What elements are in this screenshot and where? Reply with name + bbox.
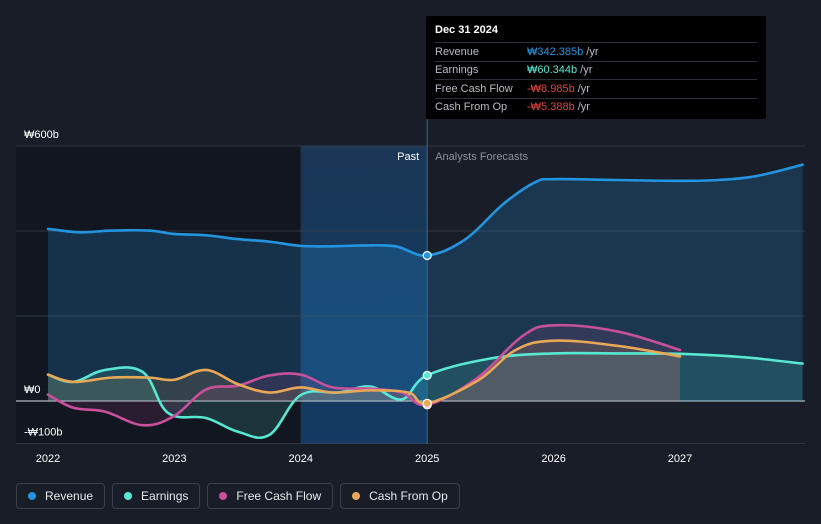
tooltip-unit: /yr xyxy=(580,64,593,77)
x-tick-label: 2022 xyxy=(36,453,60,465)
tooltip-value: ₩60.344b xyxy=(527,64,578,77)
series-area-free-cash-flow xyxy=(48,325,680,426)
x-tick-label: 2027 xyxy=(668,453,692,465)
x-axis-labels: 2022 2023 2024 2025 2026 2027 xyxy=(36,453,692,465)
tooltip-unit: /yr xyxy=(586,45,599,58)
data-tooltip: Dec 31 2024 Revenue ₩342.385b /yr Earnin… xyxy=(426,16,766,119)
value-markers xyxy=(422,250,432,410)
series-line-cash-from-op xyxy=(46,339,682,405)
legend-item-revenue[interactable]: Revenue xyxy=(16,483,106,509)
tooltip-unit: /yr xyxy=(577,101,590,114)
y-tick-label: ₩0 xyxy=(24,384,41,396)
chart-legend: Revenue Earnings Free Cash Flow Cash Fro… xyxy=(16,483,460,511)
legend-dot-icon xyxy=(352,492,361,500)
x-tick-label: 2023 xyxy=(162,453,186,465)
tooltip-row-earnings: Earnings ₩60.344b /yr xyxy=(435,60,757,80)
forecast-label: Analysts Forecasts xyxy=(435,151,528,163)
y-tick-label: ₩600b xyxy=(24,129,59,141)
tooltip-row-free-cash-flow: Free Cash Flow -₩8.985b /yr xyxy=(435,79,757,98)
legend-label: Cash From Op xyxy=(369,489,448,503)
legend-label: Earnings xyxy=(141,489,189,503)
series-lines xyxy=(46,163,804,439)
marker-earnings xyxy=(422,370,432,380)
tooltip-label: Earnings xyxy=(435,64,479,77)
x-tick-label: 2024 xyxy=(289,453,313,465)
legend-dot-icon xyxy=(124,492,133,500)
tooltip-unit: /yr xyxy=(577,82,590,95)
marker-revenue xyxy=(422,250,432,261)
marker-cash-from-op xyxy=(422,398,432,408)
tooltip-label: Free Cash Flow xyxy=(435,82,513,95)
past-shade xyxy=(16,146,300,444)
y-tick-label: -₩100b xyxy=(24,427,63,439)
tooltip-value: -₩8.985b xyxy=(527,82,575,95)
series-area-revenue xyxy=(48,164,803,401)
x-tick-label: 2025 xyxy=(415,453,439,465)
tooltip-row-cash-from-op: Cash From Op -₩5.388b /yr xyxy=(435,97,757,117)
x-tick-label: 2026 xyxy=(541,453,565,465)
tooltip-row-revenue: Revenue ₩342.385b /yr xyxy=(435,42,757,61)
legend-item-earnings[interactable]: Earnings xyxy=(112,483,201,509)
series-line-free-cash-flow xyxy=(46,323,682,427)
y-axis-labels: ₩600b ₩0 -₩100b xyxy=(24,129,63,439)
tooltip-value: ₩342.385b xyxy=(527,45,584,58)
series-area-earnings xyxy=(48,352,803,438)
tooltip-date: Dec 31 2024 xyxy=(435,24,498,36)
tooltip-label: Cash From Op xyxy=(435,101,508,114)
legend-dot-icon xyxy=(219,492,228,500)
legend-label: Free Cash Flow xyxy=(236,489,322,503)
tooltip-value: -₩5.388b xyxy=(527,101,575,114)
legend-item-cash-from-op[interactable]: Cash From Op xyxy=(340,483,460,509)
legend-item-free-cash-flow[interactable]: Free Cash Flow xyxy=(207,483,334,509)
legend-dot-icon xyxy=(28,492,36,500)
legend-label: Revenue xyxy=(45,489,94,503)
series-areas xyxy=(48,164,803,438)
series-area-cash-from-op xyxy=(48,340,680,404)
tooltip-label: Revenue xyxy=(435,45,480,58)
past-label: Past xyxy=(397,151,419,163)
series-line-revenue xyxy=(46,163,804,257)
